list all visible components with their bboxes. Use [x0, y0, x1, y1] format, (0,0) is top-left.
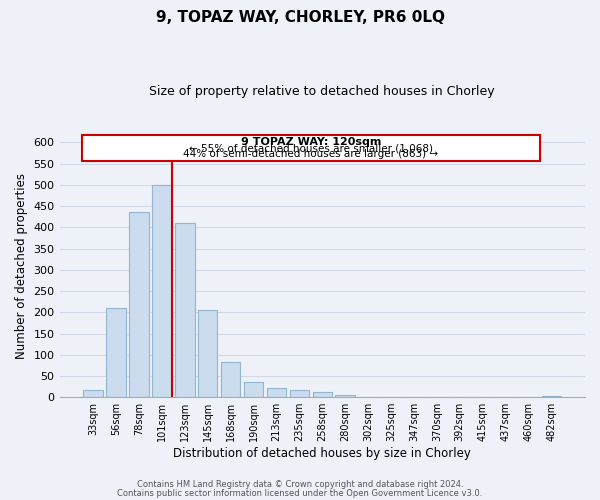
Bar: [290, 390, 309, 397]
Bar: [83, 390, 103, 397]
Title: Size of property relative to detached houses in Chorley: Size of property relative to detached ho…: [149, 85, 495, 98]
X-axis label: Distribution of detached houses by size in Chorley: Distribution of detached houses by size …: [173, 447, 471, 460]
Bar: [129, 212, 149, 397]
Text: Contains public sector information licensed under the Open Government Licence v3: Contains public sector information licen…: [118, 488, 482, 498]
Bar: [152, 185, 172, 397]
Text: 9 TOPAZ WAY: 120sqm: 9 TOPAZ WAY: 120sqm: [241, 137, 381, 147]
Text: ← 55% of detached houses are smaller (1,068): ← 55% of detached houses are smaller (1,…: [189, 143, 433, 153]
FancyBboxPatch shape: [82, 134, 540, 162]
Bar: [175, 223, 194, 397]
Y-axis label: Number of detached properties: Number of detached properties: [15, 172, 28, 358]
Text: 44% of semi-detached houses are larger (863) →: 44% of semi-detached houses are larger (…: [183, 149, 439, 159]
Bar: [221, 362, 241, 397]
Bar: [267, 388, 286, 397]
Bar: [335, 395, 355, 397]
Text: 9, TOPAZ WAY, CHORLEY, PR6 0LQ: 9, TOPAZ WAY, CHORLEY, PR6 0LQ: [155, 10, 445, 25]
Bar: [542, 396, 561, 397]
Bar: [244, 382, 263, 397]
Bar: [313, 392, 332, 397]
Bar: [198, 310, 217, 397]
Bar: [106, 308, 126, 397]
Text: Contains HM Land Registry data © Crown copyright and database right 2024.: Contains HM Land Registry data © Crown c…: [137, 480, 463, 489]
